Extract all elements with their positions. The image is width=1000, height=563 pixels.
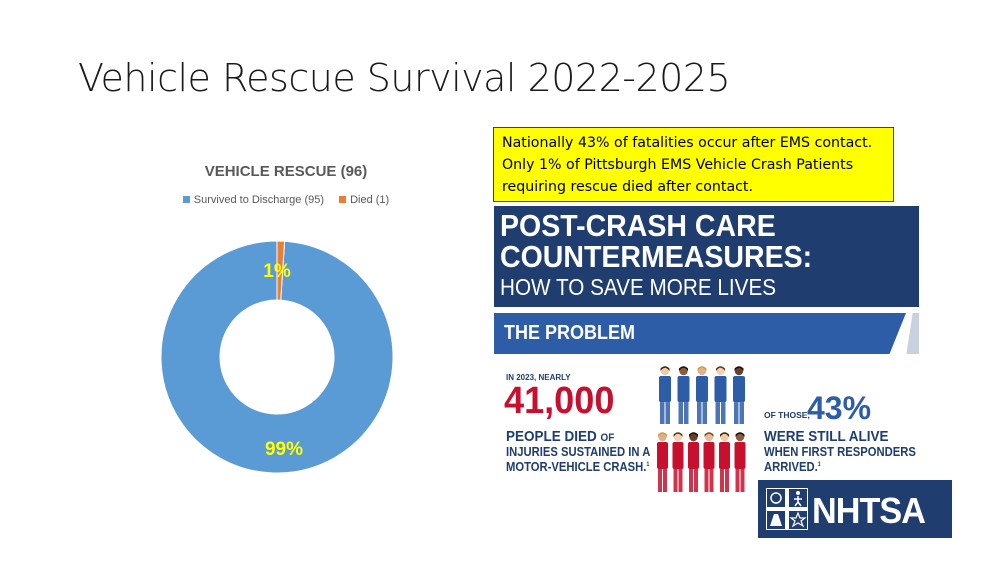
legend-label-survived: Survived to Discharge (95) bbox=[193, 194, 325, 206]
nhtsa-wordmark: NHTSA bbox=[812, 490, 926, 531]
donut-slice-survived bbox=[160, 240, 394, 474]
alive-percent: 43% bbox=[807, 390, 872, 426]
problem-title: THE PROBLEM bbox=[504, 322, 636, 344]
chart-title: VEHICLE RESCUE (96) bbox=[204, 163, 368, 180]
legend-item-died: Died (1) bbox=[339, 194, 389, 206]
person-figure bbox=[688, 432, 699, 492]
legend-item-survived: Survived to Discharge (95) bbox=[182, 194, 325, 206]
slide-title: Vehicle Rescue Survival 2022-2025 bbox=[78, 56, 731, 100]
poster-subheadline: HOW TO SAVE MORE LIVES bbox=[500, 274, 777, 300]
nhtsa-emblem-icon bbox=[766, 488, 808, 530]
person-figure bbox=[659, 366, 671, 424]
person-figure bbox=[657, 432, 668, 492]
person-figure bbox=[677, 366, 690, 424]
data-label-survived: 99% bbox=[265, 439, 303, 460]
died-line-3: MOTOR-VEHICLE CRASH.1 bbox=[506, 460, 649, 474]
of-those-text: OF THOSE, bbox=[764, 410, 810, 420]
alive-line-3-text: ARRIVED. bbox=[764, 460, 818, 474]
died-line-1: PEOPLE DIED OF bbox=[506, 428, 614, 445]
died-footnote: 1 bbox=[646, 461, 650, 468]
legend-swatch-survived bbox=[182, 196, 190, 203]
person-figure bbox=[696, 366, 708, 424]
poster-headline-line2: COUNTERMEASURES: bbox=[500, 239, 813, 274]
alive-line-2: WHEN FIRST RESPONDERS bbox=[764, 445, 916, 459]
poster-header bbox=[494, 206, 919, 307]
deaths-number: 41,000 bbox=[504, 380, 615, 422]
alive-line-3: ARRIVED.1 bbox=[764, 460, 821, 474]
person-figure bbox=[719, 432, 730, 492]
nhtsa-poster: POST-CRASH CARE COUNTERMEASURES: HOW TO … bbox=[494, 206, 919, 498]
nhtsa-logo: NHTSA bbox=[758, 480, 952, 538]
died-line-1-suffix: OF bbox=[600, 432, 615, 444]
legend-swatch-died bbox=[339, 196, 347, 203]
chart-legend: Survived to Discharge (95) Died (1) bbox=[160, 194, 412, 206]
intro-text: IN 2023, NEARLY bbox=[506, 373, 571, 382]
poster-headline-line1: POST-CRASH CARE bbox=[500, 208, 776, 243]
data-label-died: 1% bbox=[263, 261, 291, 282]
person-figure bbox=[703, 432, 715, 492]
alive-footnote: 1 bbox=[817, 461, 821, 468]
alive-line-1: WERE STILL ALIVE bbox=[764, 428, 889, 445]
poster-headline: POST-CRASH CARE COUNTERMEASURES: bbox=[500, 210, 812, 272]
died-line-3-text: MOTOR-VEHICLE CRASH. bbox=[506, 460, 647, 474]
person-figure bbox=[734, 432, 746, 492]
died-line-2: INJURIES SUSTAINED IN A bbox=[506, 445, 651, 459]
national-stat-callout: Nationally 43% of fatalities occur after… bbox=[493, 127, 894, 202]
donut-slice-died bbox=[276, 240, 286, 301]
person-figure bbox=[733, 366, 745, 424]
died-line-1-text: PEOPLE DIED bbox=[506, 428, 597, 445]
problem-banner bbox=[494, 313, 906, 354]
person-figure bbox=[672, 432, 684, 492]
person-figure bbox=[714, 366, 727, 424]
legend-label-died: Died (1) bbox=[350, 194, 390, 206]
people-illustration bbox=[657, 366, 746, 492]
